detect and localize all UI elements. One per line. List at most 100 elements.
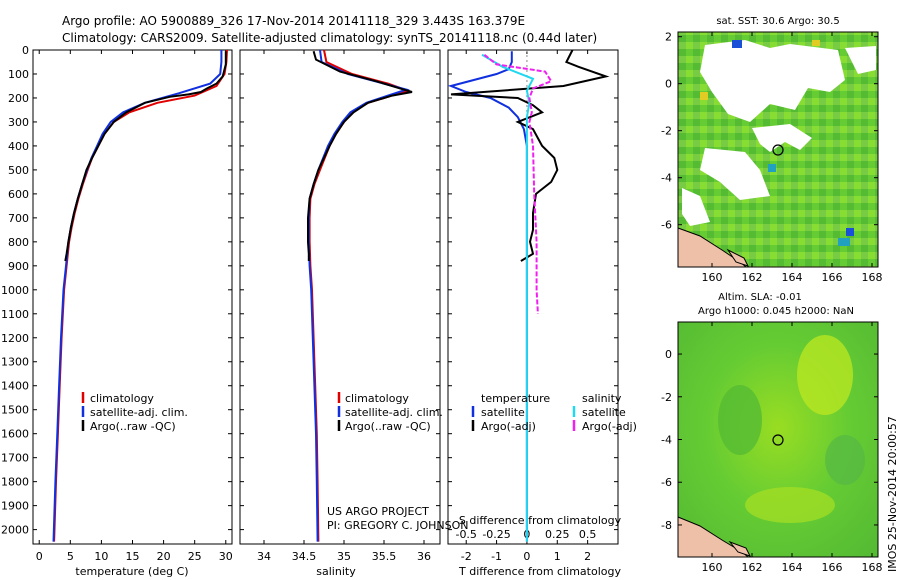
salinity-legend: climatology satellite-adj. clim. Argo(..… [337, 392, 443, 433]
sst-map-title: sat. SST: 30.6 Argo: 30.5 [716, 16, 839, 27]
map-x-tick-label: 166 [822, 271, 843, 284]
map-x-tick-label: 168 [862, 271, 883, 284]
map-x-tick-label: 160 [702, 271, 723, 284]
side-timestamp: IMOS 25-Nov-2014 20:00:57 [886, 416, 899, 572]
x-tick-label: 35.5 [372, 550, 397, 563]
y-tick-label: 1900 [1, 500, 29, 513]
y-tick-label: 1600 [1, 428, 29, 441]
temperature-diff-satellite [447, 51, 528, 542]
sla-map-title: Altim. SLA: -0.01 [718, 292, 802, 303]
sla-map-axes: 160 162 164 166 168 -8 -6 -4 -2 0 [661, 322, 883, 574]
x-tick-label: 34.5 [292, 550, 317, 563]
sla-argo-marker [772, 434, 784, 446]
y-tick-label: 700 [8, 212, 29, 225]
y-tick-label: 0 [22, 44, 29, 57]
map-y-tick-label: -6 [661, 219, 672, 232]
x-tick-label: 0 [36, 550, 43, 563]
map-x-tick-label: 160 [702, 561, 723, 574]
x-tick-label: 25 [188, 550, 202, 563]
legend-satellite-adj: satellite-adj. clim. [345, 406, 443, 419]
t-diff-axis-label: T difference from climatology [458, 565, 621, 578]
sst-map [677, 32, 878, 268]
y-tick-label: 500 [8, 164, 29, 177]
temperature-diff-argo-adj- [450, 49, 610, 262]
y-tick-label: 1400 [1, 380, 29, 393]
t-diff-tick-label: -2 [461, 550, 472, 563]
y-tick-label: 1800 [1, 476, 29, 489]
series-line-climatology [308, 49, 412, 542]
legend-satellite-adj: satellite-adj. clim. [90, 406, 188, 419]
sst-map-axes: 160 162 164 166 168 -6 -4 -2 0 2 [661, 31, 882, 284]
t-diff-tick-label: 1 [554, 550, 561, 563]
y-tick-label: 300 [8, 116, 29, 129]
y-tick-label: 1500 [1, 404, 29, 417]
legend-t-satellite: satellite [481, 406, 525, 419]
x-tick-label: 20 [157, 550, 171, 563]
series-line-satellite-adj-clim- [307, 49, 410, 542]
s-diff-tick-label: -0.25 [482, 528, 510, 541]
map-y-tick-label: -4 [661, 434, 672, 447]
salinity-panel-frame [239, 49, 441, 545]
salinity-chart: 34 34.5 35 35.5 36 [240, 49, 440, 563]
map-y-tick-label: 2 [665, 31, 672, 44]
temperature-chart: 0 5 10 15 20 25 300100200300400500600700800900… [1, 44, 233, 563]
legend-t-argo: Argo(-adj) [481, 420, 536, 433]
legend-climatology: climatology [90, 392, 154, 405]
sst-argo-marker [772, 144, 784, 156]
map-y-tick-label: 0 [665, 78, 672, 91]
temperature-legend: climatology satellite-adj. clim. Argo(..… [81, 392, 188, 433]
y-tick-label: 900 [8, 260, 29, 273]
map-x-tick-label: 166 [822, 561, 843, 574]
y-tick-label: 600 [8, 188, 29, 201]
x-tick-label: 30 [219, 550, 233, 563]
legend-s-satellite: satellite [582, 406, 626, 419]
sst-map-frame [677, 31, 879, 268]
legend-climatology: climatology [345, 392, 409, 405]
header-line1: Argo profile: AO 5900889_326 17-Nov-2014… [62, 14, 525, 28]
s-diff-tick-label: -0.5 [455, 528, 476, 541]
x-tick-label: 5 [67, 550, 74, 563]
legend-s-argo: Argo(-adj) [582, 420, 637, 433]
y-tick-label: 100 [8, 68, 29, 81]
map-y-tick-label: -4 [661, 172, 672, 185]
sla-map [677, 322, 878, 558]
sla-map-subtitle: Argo h1000: 0.045 h2000: NaN [698, 306, 854, 317]
y-tick-label: 1100 [1, 308, 29, 321]
legend-argo: Argo(..raw -QC) [345, 420, 431, 433]
s-diff-axis-label: S difference from climatology [459, 514, 622, 527]
legend-argo: Argo(..raw -QC) [90, 420, 176, 433]
header-line2: Climatology: CARS2009. Satellite-adjuste… [62, 31, 597, 45]
t-diff-tick-label: 2 [584, 550, 591, 563]
y-tick-label: 1200 [1, 332, 29, 345]
map-x-tick-label: 168 [862, 561, 883, 574]
map-y-tick-label: -2 [661, 391, 672, 404]
difference-panel-frame [447, 49, 619, 545]
y-tick-label: 200 [8, 92, 29, 105]
series-line-satellite-adj-clim- [52, 50, 223, 542]
map-y-tick-label: -6 [661, 476, 672, 489]
series-line-climatology [53, 49, 228, 542]
salinity-diff-satellite [481, 53, 535, 542]
series-line-argo-raw-qc- [64, 51, 227, 262]
y-tick-label: 1000 [1, 284, 29, 297]
map-x-tick-label: 162 [742, 561, 763, 574]
s-diff-tick-label: 0.5 [579, 528, 597, 541]
salinity-diff-argo-adj- [483, 54, 553, 314]
legend-temperature-title: temperature [481, 392, 550, 405]
map-x-tick-label: 164 [782, 561, 803, 574]
map-y-tick-label: -2 [661, 125, 672, 138]
t-diff-tick-label: 0 [523, 550, 530, 563]
difference-legend: temperature satellite Argo(-adj) salinit… [471, 392, 637, 433]
x-tick-label: 15 [126, 550, 140, 563]
x-tick-label: 34 [257, 550, 271, 563]
map-x-tick-label: 164 [782, 271, 803, 284]
y-tick-label: 400 [8, 140, 29, 153]
y-tick-label: 1300 [1, 356, 29, 369]
map-x-tick-label: 162 [742, 271, 763, 284]
t-diff-tick-label: -1 [491, 550, 502, 563]
map-y-tick-label: -8 [661, 519, 672, 532]
y-tick-label: 800 [8, 236, 29, 249]
x-tick-label: 36 [417, 550, 431, 563]
series-line-argo-raw-qc- [307, 50, 413, 261]
